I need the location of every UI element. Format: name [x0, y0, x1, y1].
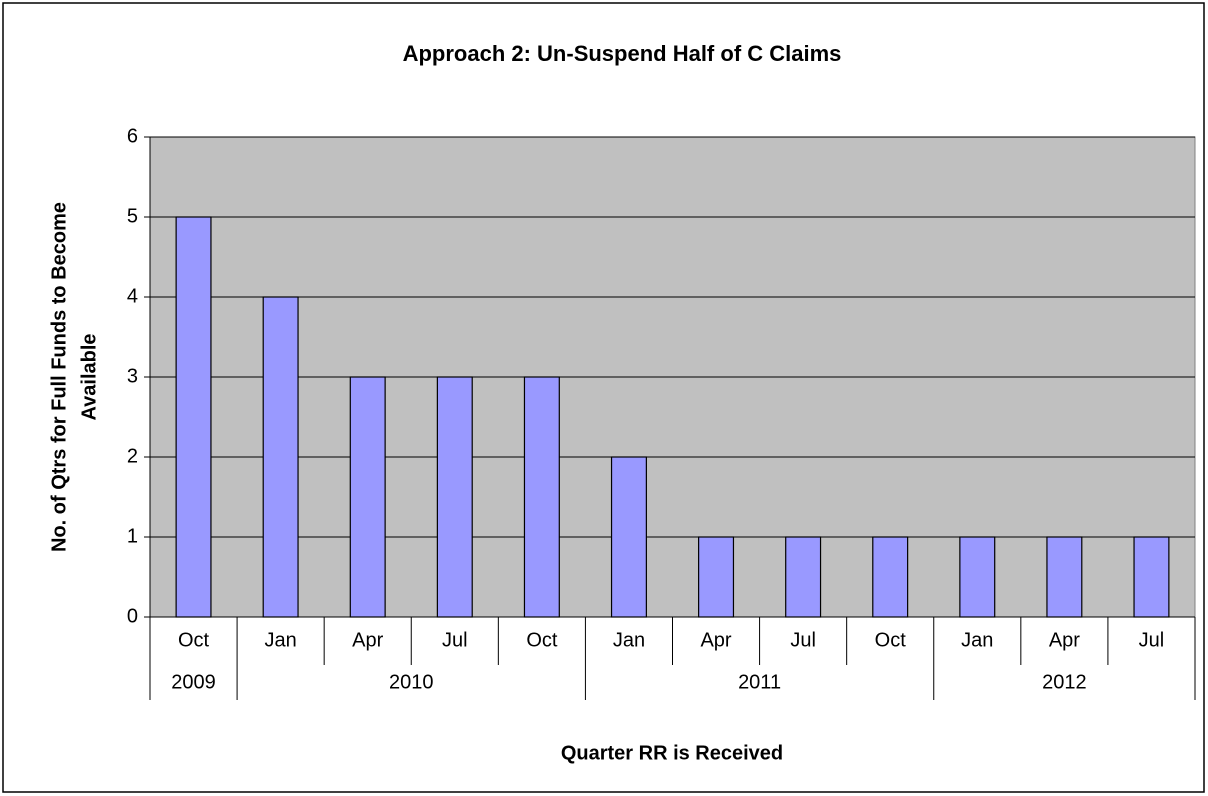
x-group-label: 2012 — [1042, 671, 1087, 693]
bar — [698, 536, 735, 618]
bar — [1046, 536, 1083, 618]
bar — [523, 376, 560, 618]
x-group-label: 2010 — [389, 671, 434, 693]
x-tick-label: Apr — [1049, 629, 1080, 651]
bar — [1133, 536, 1170, 618]
x-tick-label: Jul — [442, 629, 468, 651]
y-tick-label: 6 — [127, 125, 138, 147]
x-tick-label: Apr — [700, 629, 731, 651]
x-tick-label: Jan — [265, 629, 297, 651]
x-tick-label: Jul — [1139, 629, 1165, 651]
x-tick-label: Oct — [526, 629, 558, 651]
x-group-label: 2011 — [738, 671, 781, 693]
chart-title: Approach 2: Un-Suspend Half of C Claims — [403, 41, 842, 66]
bar — [262, 296, 299, 618]
x-group-label: 2009 — [171, 671, 216, 693]
x-axis-label: Quarter RR is Received — [561, 742, 783, 764]
y-axis-label: No. of Qtrs for Full Funds to Become — [48, 202, 70, 552]
y-axis-label: Available — [78, 333, 100, 420]
x-tick-label: Jul — [790, 629, 816, 651]
y-tick-label: 3 — [127, 365, 138, 387]
bar — [436, 376, 473, 618]
x-tick-label: Apr — [352, 629, 383, 651]
bar — [872, 536, 909, 618]
x-tick-label: Oct — [178, 629, 210, 651]
bar — [959, 536, 996, 618]
x-tick-label: Oct — [875, 629, 907, 651]
bar — [349, 376, 386, 618]
y-tick-label: 0 — [127, 605, 138, 627]
y-tick-label: 1 — [127, 525, 138, 547]
x-tick-label: Jan — [613, 629, 645, 651]
bar — [610, 456, 647, 618]
y-tick-label: 2 — [127, 445, 138, 467]
y-tick-label: 4 — [127, 285, 138, 307]
x-tick-label: Jan — [961, 629, 993, 651]
bar — [785, 536, 822, 618]
bar — [175, 216, 212, 618]
y-tick-label: 5 — [127, 205, 138, 227]
